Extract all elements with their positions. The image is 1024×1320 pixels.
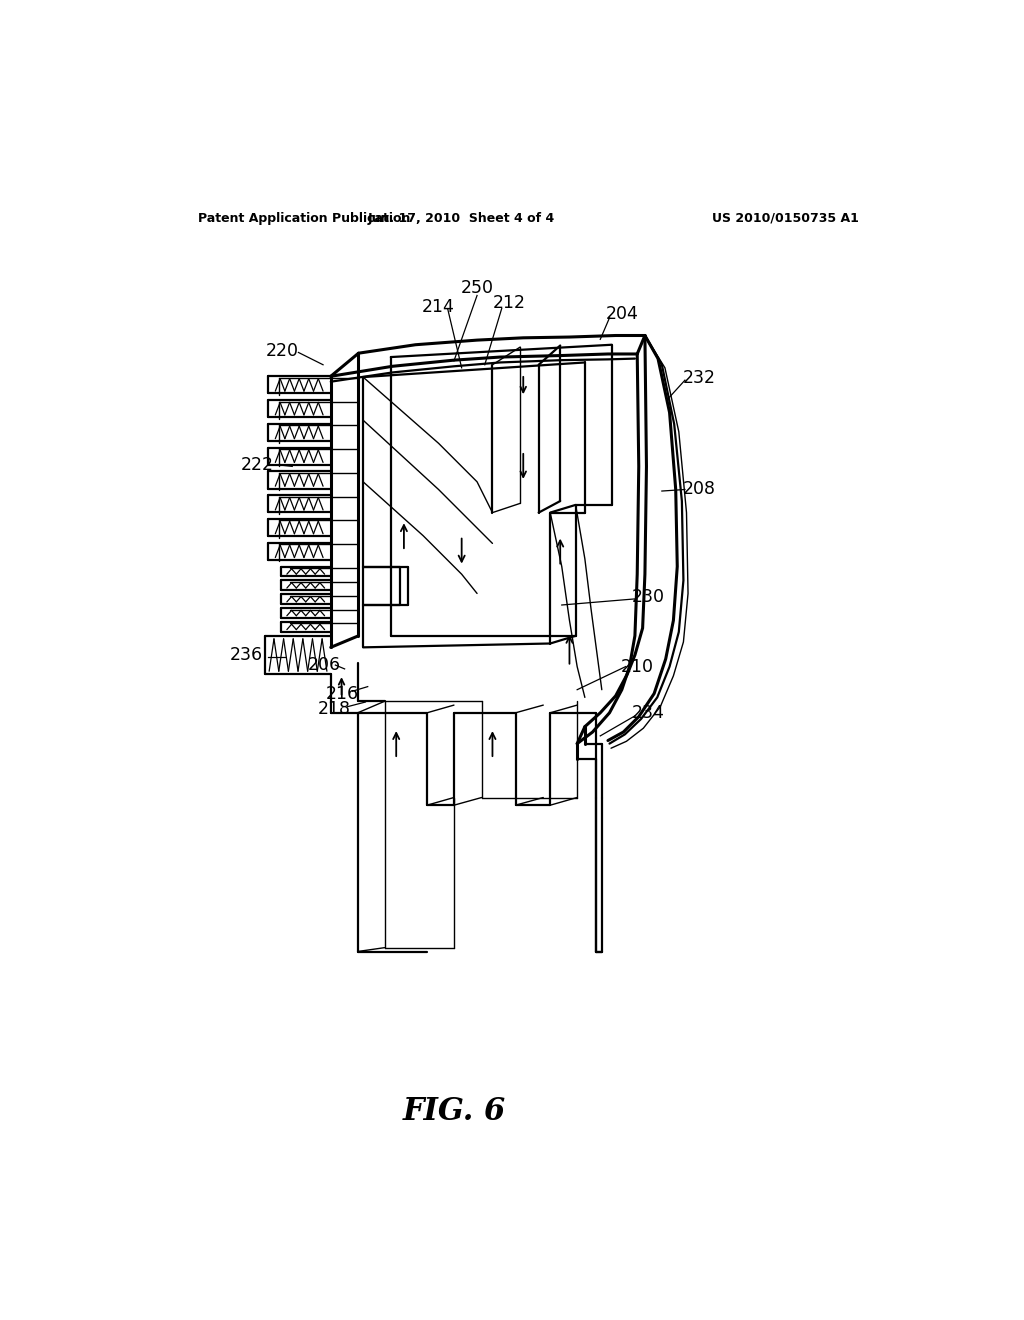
Text: 230: 230 [632,589,665,606]
Text: 216: 216 [326,685,358,702]
Text: US 2010/0150735 A1: US 2010/0150735 A1 [712,213,858,224]
Text: 218: 218 [318,700,351,718]
Text: 206: 206 [308,656,341,675]
Text: 236: 236 [229,645,262,664]
Text: 232: 232 [682,368,716,387]
Text: Patent Application Publication: Patent Application Publication [199,213,411,224]
Text: 210: 210 [621,657,653,676]
Text: 208: 208 [682,480,716,499]
Text: 222: 222 [241,455,274,474]
Text: Jun. 17, 2010  Sheet 4 of 4: Jun. 17, 2010 Sheet 4 of 4 [368,213,555,224]
Text: 234: 234 [632,704,665,722]
Text: FIG. 6: FIG. 6 [402,1096,506,1127]
Text: 250: 250 [461,279,494,297]
Text: 204: 204 [605,305,638,323]
Text: 220: 220 [266,342,299,360]
Text: 212: 212 [493,294,526,312]
Text: 214: 214 [422,298,455,315]
